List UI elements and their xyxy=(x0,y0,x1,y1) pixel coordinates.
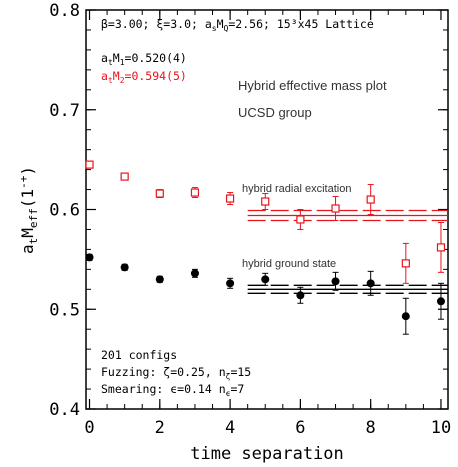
x-tick-label: 0 xyxy=(84,418,94,438)
data-point-ground xyxy=(120,263,129,272)
data-point-ground xyxy=(401,312,410,321)
x-tick-label: 2 xyxy=(155,418,165,438)
data-point-excited xyxy=(120,172,129,181)
info-fuzzing: Fuzzing: ζ=0.25, nζ=15 xyxy=(101,365,251,381)
data-point-ground xyxy=(261,275,270,284)
data-point-ground xyxy=(436,297,445,306)
data-point-excited xyxy=(190,188,200,197)
y-tick-label: 0.7 xyxy=(49,101,80,121)
data-point-ground xyxy=(226,279,235,288)
data-point-excited xyxy=(401,259,410,268)
data-point-excited xyxy=(85,160,94,169)
data-point-excited xyxy=(436,243,446,252)
data-point-excited xyxy=(261,197,270,206)
x-axis-label: time separation xyxy=(190,444,344,464)
data-point-excited xyxy=(225,194,235,203)
data-point-excited xyxy=(331,204,340,213)
data-point-excited xyxy=(155,189,164,198)
data-point-excited xyxy=(296,215,305,224)
label-radial-excitation: hybrid radial excitation xyxy=(242,183,351,195)
info-smearing: Smearing: ϵ=0.14 nϵ=7 xyxy=(101,382,244,398)
x-tick-label: 4 xyxy=(225,418,235,438)
y-tick-label: 0.4 xyxy=(49,400,80,420)
x-tick-label: 10 xyxy=(431,418,451,438)
data-point-ground xyxy=(190,269,199,278)
data-point-excited xyxy=(366,195,375,204)
info-configs: 201 configs xyxy=(101,348,177,362)
x-tick-label: 6 xyxy=(295,418,305,438)
fit-result-excited: atM2=0.594(5) xyxy=(101,69,187,85)
data-points xyxy=(85,160,446,335)
data-point-ground xyxy=(366,279,375,288)
plot-annotation-title: Hybrid effective mass plot xyxy=(238,78,387,93)
data-point-ground xyxy=(85,253,94,262)
lattice-header: β=3.00; ξ=3.0; asMQ=2.56; 15³x45 Lattice xyxy=(101,17,374,33)
data-point-ground xyxy=(296,291,305,300)
x-tick-label: 8 xyxy=(366,418,376,438)
y-tick-label: 0.8 xyxy=(49,1,80,21)
axis-ticks: 0.4 0.5 0.6 0.7 0.8 0 2 4 6 8 10 xyxy=(49,1,451,438)
fit-bands xyxy=(247,209,448,294)
label-ground-state: hybrid ground state xyxy=(242,258,336,270)
y-tick-label: 0.6 xyxy=(49,201,80,221)
data-point-ground xyxy=(155,275,164,284)
y-tick-label: 0.5 xyxy=(49,300,80,320)
data-point-ground xyxy=(331,277,340,286)
y-axis-label: atMeff(1-+) xyxy=(17,166,40,254)
plot-annotation-group: UCSD group xyxy=(238,105,312,120)
fit-result-ground: atM1=0.520(4) xyxy=(101,51,187,67)
